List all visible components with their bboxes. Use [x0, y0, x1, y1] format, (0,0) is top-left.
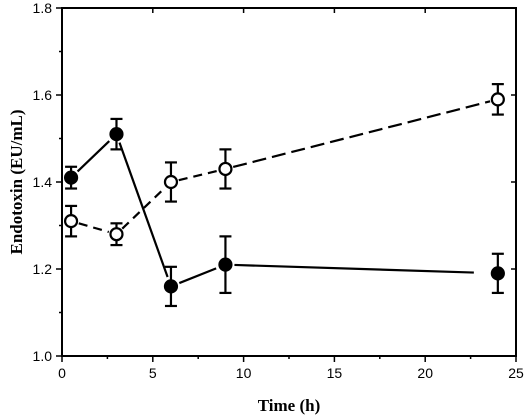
x-tick-label: 15: [327, 365, 343, 381]
x-axis-title: Time (h): [258, 396, 321, 415]
series-2-point: [163, 174, 179, 190]
x-tick-label: 25: [508, 365, 524, 381]
series-1-line: [178, 267, 217, 285]
y-tick-label: 1.0: [33, 348, 53, 364]
series-1-point: [163, 279, 179, 294]
series-2-point: [490, 92, 505, 107]
series-2-line: [121, 186, 166, 230]
y-axis-title: Endotoxin (EU/mL): [7, 110, 26, 255]
series-2-point: [63, 214, 79, 229]
series-1-point: [109, 127, 124, 142]
x-tick-label: 5: [149, 365, 157, 381]
series-1-point: [490, 266, 505, 281]
y-tick-label: 1.4: [33, 174, 53, 190]
series-2-point: [109, 227, 124, 242]
x-tick-label: 0: [58, 365, 66, 381]
y-tick-label: 1.2: [33, 261, 53, 277]
y-tick-label: 1.6: [33, 87, 53, 103]
series-1-point: [63, 170, 79, 185]
series-2-line: [78, 222, 110, 234]
series-2-line: [178, 169, 218, 182]
series-1-line: [76, 140, 111, 173]
series-1-point: [218, 257, 233, 272]
series-1-line: [118, 142, 169, 278]
x-tick-label: 20: [417, 365, 433, 381]
y-tick-label: 1.8: [33, 0, 53, 16]
plot-frame: [61, 7, 517, 357]
x-tick-label: 10: [236, 365, 252, 381]
series-2-point: [218, 161, 233, 177]
series-1-line: [234, 263, 474, 274]
plot-area: 0 5 10 15 20 25 1.0 1.2 1.4 1.6 1.8: [33, 0, 524, 381]
series-2-line: [232, 100, 491, 169]
